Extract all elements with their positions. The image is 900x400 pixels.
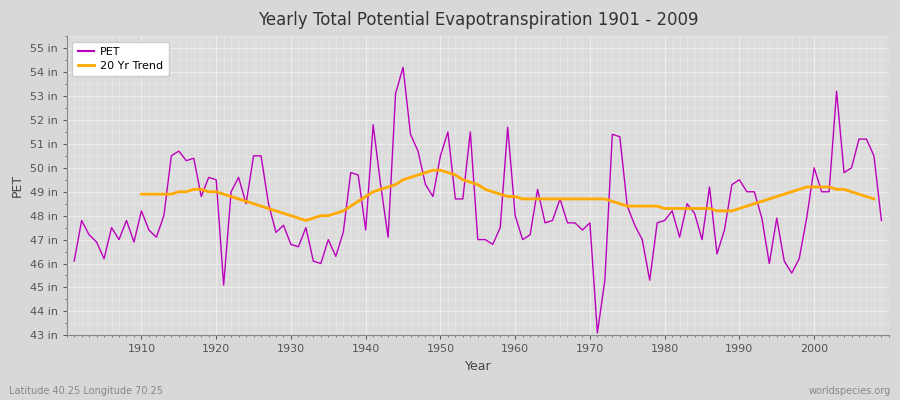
Text: worldspecies.org: worldspecies.org: [809, 386, 891, 396]
Y-axis label: PET: PET: [11, 174, 24, 197]
Text: Latitude 40.25 Longitude 70.25: Latitude 40.25 Longitude 70.25: [9, 386, 163, 396]
Legend: PET, 20 Yr Trend: PET, 20 Yr Trend: [72, 42, 168, 76]
X-axis label: Year: Year: [464, 360, 491, 373]
Title: Yearly Total Potential Evapotranspiration 1901 - 2009: Yearly Total Potential Evapotranspiratio…: [257, 11, 698, 29]
